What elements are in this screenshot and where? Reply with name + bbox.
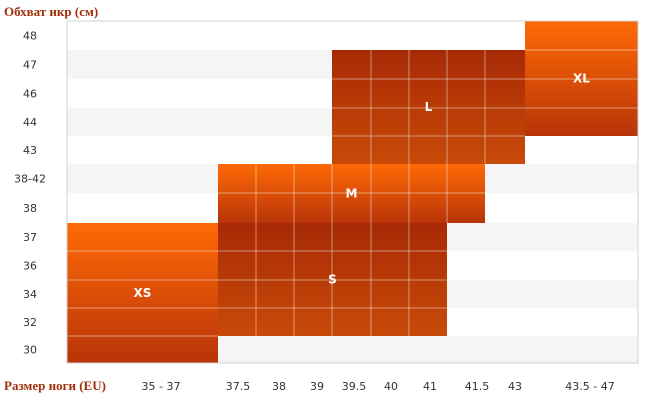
x-tick-label: 39.5 [342,380,367,393]
x-tick-label: 43 [508,380,522,393]
size-label-s: S [328,273,337,287]
y-axis-ticks: 48 47 46 44 43 38-42 38 37 36 34 32 30 [14,30,46,357]
grid [67,49,638,337]
x-tick-label: 39 [310,380,324,393]
size-block-m [218,164,485,223]
y-tick-label: 47 [23,59,37,72]
size-block-l [332,50,525,164]
x-axis-title: Размер ноги (EU) [4,378,106,393]
size-label-xs: XS [134,286,152,300]
y-axis-title: Обхват икр (см) [4,4,98,19]
x-tick-label: 37.5 [226,380,251,393]
size-label-xl: XL [573,72,590,86]
x-tick-label: 40 [384,380,398,393]
size-label-m: M [346,187,358,201]
y-tick-label: 48 [23,30,37,43]
y-tick-label: 43 [23,144,37,157]
y-tick-label: 46 [23,88,37,101]
y-tick-label: 38-42 [14,173,46,186]
x-tick-label: 41 [423,380,437,393]
x-axis-ticks: 35 - 37 37.5 38 39 39.5 40 41 41.5 43 43.5 - 47 [142,380,615,393]
size-blocks [67,21,638,363]
size-labels: XS S M L XL [134,72,591,301]
size-label-l: L [425,100,433,114]
size-block-xl [525,21,638,136]
y-tick-label: 32 [23,316,37,329]
y-tick-label: 37 [23,231,37,244]
x-tick-label: 35 - 37 [142,380,181,393]
x-tick-label: 43.5 - 47 [565,380,614,393]
y-tick-label: 34 [23,288,37,301]
size-block-xs [67,223,218,363]
x-tick-label: 38 [272,380,286,393]
y-tick-label: 44 [23,116,37,129]
y-tick-label: 36 [23,260,37,273]
x-tick-label: 41.5 [465,380,490,393]
y-tick-label: 38 [23,202,37,215]
y-tick-label: 30 [23,344,37,357]
size-block-s [218,223,447,336]
plot-border [66,20,639,364]
